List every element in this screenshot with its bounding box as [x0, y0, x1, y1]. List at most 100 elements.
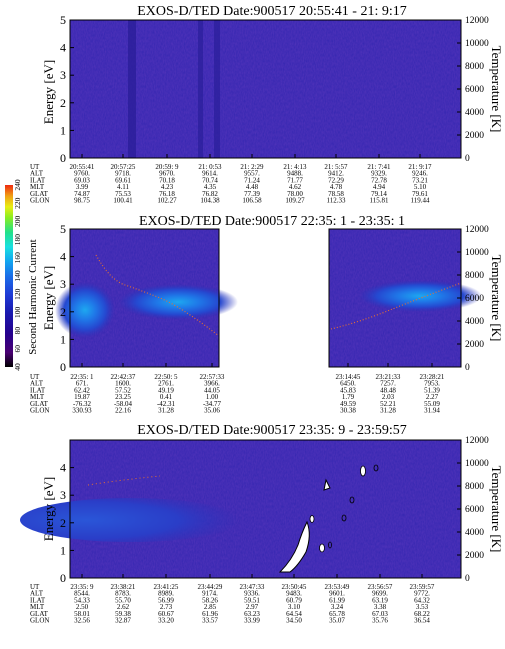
table-cell: 9412. [328, 170, 344, 178]
y-tick-label: 1 [60, 123, 66, 137]
colorbar-tick-label: 160 [13, 252, 22, 264]
table-cell: 52.21 [380, 400, 396, 408]
table-cell: 33.57 [202, 617, 218, 625]
panel-2-band-left [118, 284, 238, 320]
y2-tick-label: 6000 [465, 85, 484, 95]
table-cell: 22:35: 1 [70, 373, 94, 381]
table-cell: 23:56:57 [368, 583, 393, 591]
panel-2-y2label: Temperature [K] [489, 255, 504, 342]
colorbar-tick-label: 140 [13, 270, 22, 282]
table-cell: 75.53 [115, 190, 131, 198]
table-cell: -42.31 [157, 400, 176, 408]
colorbar: Second Harmonic Current 40 60 80 100 120 140 1… [5, 179, 39, 371]
table-cell: 73.21 [412, 176, 428, 184]
table-row-label: ALT [30, 170, 44, 178]
table-cell: 671. [76, 380, 89, 388]
y-tick-label: 0 [60, 360, 66, 374]
table-cell: 23:41:25 [154, 583, 179, 591]
colorbar-tick-label: 100 [13, 307, 22, 319]
table-cell: 22:50: 5 [154, 373, 178, 381]
panel-2-title: EXOS-D/TED Date:900517 22:35: 1 - 23:35:… [139, 214, 405, 229]
table-cell: 9329. [371, 170, 387, 178]
table-cell: 58.26 [202, 596, 218, 604]
table-cell: 21: 2:29 [240, 163, 264, 171]
panel-1-stripe [198, 20, 203, 158]
table-cell: 1.79 [342, 393, 355, 401]
table-cell: 100.41 [113, 197, 133, 205]
table-cell: 3.24 [331, 603, 344, 611]
table-cell: 76.82 [202, 190, 218, 198]
panel-3: EXOS-D/TED Date:900517 23:35: 9 - 23:59:… [20, 423, 504, 625]
table-cell: 4.48 [246, 183, 259, 191]
table-cell: 4.62 [289, 183, 302, 191]
table-cell: 69.03 [74, 176, 90, 184]
table-cell: 61.96 [202, 610, 218, 618]
colorbar-tick-label: 220 [13, 197, 22, 209]
y2-tick-label: 12000 [465, 225, 489, 235]
table-cell: 21: 9:17 [408, 163, 432, 171]
table-cell: 22.16 [115, 407, 131, 415]
table-cell: 79.61 [412, 190, 428, 198]
table-row-label: GLON [30, 407, 49, 415]
table-cell: 67.03 [372, 610, 388, 618]
y2-tick-label: 10000 [465, 248, 489, 258]
table-cell: 23:35: 9 [70, 583, 94, 591]
table-cell: 9174. [202, 590, 218, 598]
table-row-label: GLON [30, 617, 49, 625]
table-cell: 106.58 [242, 197, 262, 205]
y-tick-label: 1 [60, 332, 66, 346]
table-cell: 109.27 [285, 197, 305, 205]
table-cell: 23:44:29 [198, 583, 223, 591]
table-cell: 330.93 [72, 407, 92, 415]
table-cell: 61.99 [329, 596, 345, 604]
table-cell: 98.75 [74, 197, 90, 205]
table-cell: 9246. [412, 170, 428, 178]
table-cell: 112.33 [327, 197, 346, 205]
table-cell: 9483. [286, 590, 302, 598]
table-cell: 4.35 [204, 183, 217, 191]
table-cell: 8783. [115, 590, 131, 598]
panel-1-y2label: Temperature [K] [489, 46, 504, 133]
panel-2-temperature-trace-right [330, 282, 462, 330]
table-row-label: ALT [30, 380, 44, 388]
table-cell: 2.27 [426, 393, 439, 401]
y2-tick-label: 12000 [465, 16, 489, 26]
table-row-label: UT [30, 583, 40, 591]
table-cell: 54.33 [74, 596, 90, 604]
table-cell: 70.74 [202, 176, 218, 184]
panel-3-band [20, 498, 240, 542]
table-cell: 59.51 [244, 596, 260, 604]
table-cell: 35.06 [204, 407, 220, 415]
table-cell: 9614. [202, 170, 218, 178]
table-cell: 72.78 [371, 176, 387, 184]
table-cell: 21: 4:13 [283, 163, 307, 171]
table-cell: 23:47:33 [240, 583, 265, 591]
table-cell: 55.70 [115, 596, 131, 604]
table-row-label: MLT [30, 603, 45, 611]
table-row-label: GLAT [30, 190, 49, 198]
table-cell: 8989. [158, 590, 174, 598]
colorbar-tick-label: 80 [13, 327, 22, 335]
table-row-label: ILAT [30, 176, 46, 184]
table-cell: 21: 0:53 [198, 163, 222, 171]
y2-tick-label: 4000 [465, 528, 484, 538]
panel-2-frame-left [69, 228, 220, 368]
table-cell: 63.23 [244, 610, 260, 618]
table-cell: 9488. [287, 170, 303, 178]
table-row-label: ALT [30, 590, 44, 598]
panel-3-ylabel: Energy [eV] [41, 477, 56, 541]
y-tick-label: 3 [60, 488, 66, 502]
colorbar-tick-label: 180 [13, 234, 22, 246]
y2-tick-label: 8000 [465, 62, 484, 72]
table-cell: 23:38:21 [111, 583, 136, 591]
table-cell: 2.03 [382, 393, 395, 401]
table-cell: 23:50:45 [282, 583, 307, 591]
table-cell: 2.85 [204, 603, 217, 611]
table-cell: 3.53 [416, 603, 429, 611]
y2-tick-label: 2000 [465, 551, 484, 561]
table-cell: 31.28 [158, 407, 174, 415]
colorbar-tick-label: 200 [13, 216, 22, 228]
table-cell: 35.76 [372, 617, 388, 625]
y2-tick-label: 6000 [465, 294, 484, 304]
